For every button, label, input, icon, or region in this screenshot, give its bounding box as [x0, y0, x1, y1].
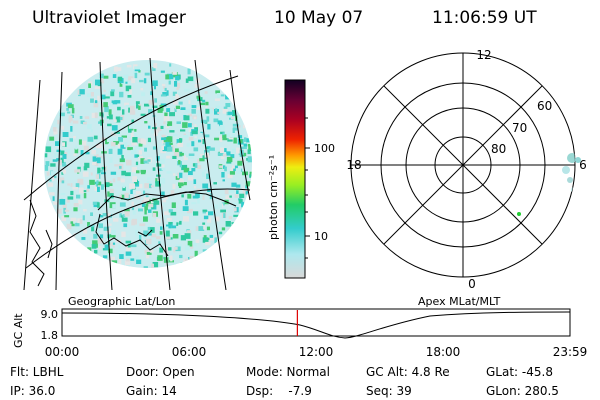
mlt-label-6: 6: [579, 158, 587, 172]
time-tick-label: 12:00: [299, 345, 334, 359]
lat-label-70: 70: [512, 121, 527, 135]
info-gain: Gain: 14: [126, 384, 177, 398]
info-block: Flt: LBHL IP: 36.0 Door: Open Gain: 14 M…: [10, 365, 559, 398]
uv-image-disc: [44, 60, 252, 268]
info-seq: Seq: 39: [366, 384, 412, 398]
info-glat: GLat: -45.8: [486, 365, 553, 379]
gc-alt-curve: [61, 311, 571, 339]
info-ip: IP: 36.0: [10, 384, 55, 398]
time-ticks: 00:00 06:00 12:00 18:00 23:59: [45, 345, 588, 359]
color-bar: 100 10 photon cm⁻²s⁻¹: [267, 79, 335, 279]
colorbar-label-100: 100: [314, 142, 335, 155]
gc-alt-tick-9: 9.0: [41, 308, 59, 321]
info-dsp: Dsp: -7.9: [246, 384, 312, 398]
coastline: [29, 191, 237, 287]
polar-labels: 12 18 6 0 60 70 80: [346, 48, 586, 291]
lat-label-80: 80: [491, 142, 506, 156]
time-tick-label: 23:59: [553, 345, 588, 359]
colorbar-label-10: 10: [314, 230, 328, 243]
color-bar-gradient: [284, 79, 306, 279]
info-gc-alt: GC Alt: 4.8 Re: [366, 365, 450, 379]
geographic-panel: [23, 57, 252, 290]
lat-lon-grid: [23, 57, 251, 290]
uv-intensity-speckles: [44, 63, 252, 268]
mlt-label-0: 0: [468, 277, 476, 291]
gc-alt-axis-label: GC Alt: [12, 313, 25, 348]
gc-alt-strip: GC Alt 9.0 1.8 00:00 06:00 12:00 18:00 23:59: [12, 308, 587, 359]
mlt-label-18: 18: [346, 158, 361, 172]
apex-label: Apex MLat/MLT: [418, 295, 501, 308]
lat-label-60: 60: [537, 99, 552, 113]
time-label: 11:06:59 UT: [432, 8, 537, 28]
instrument-title: Ultraviolet Imager: [32, 8, 186, 28]
info-glon: GLon: 280.5: [486, 384, 559, 398]
geographic-label: Geographic Lat/Lon: [68, 295, 175, 308]
mlt-label-12: 12: [476, 48, 491, 62]
polar-panel: [350, 52, 581, 278]
info-door: Door: Open: [126, 365, 195, 379]
time-tick-label: 00:00: [45, 345, 80, 359]
time-tick-label: 18:00: [426, 345, 461, 359]
date-label: 10 May 07: [274, 8, 364, 28]
gc-alt-frame: [61, 308, 571, 337]
gc-alt-tick-1-8: 1.8: [41, 329, 59, 342]
info-mode: Mode: Normal: [246, 365, 330, 379]
time-tick-label: 06:00: [172, 345, 207, 359]
colorbar-unit-label: photon cm⁻²s⁻¹: [267, 155, 280, 240]
info-filter: Flt: LBHL: [10, 365, 64, 379]
